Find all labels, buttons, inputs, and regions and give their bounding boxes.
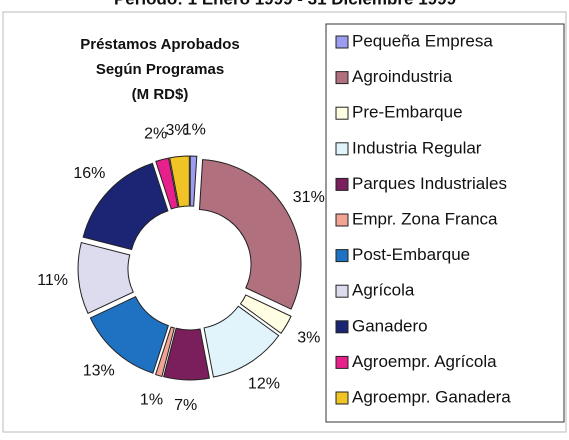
data-label: 11% <box>37 272 68 289</box>
donut-segment <box>198 159 302 310</box>
legend-swatch <box>335 213 349 227</box>
legend-swatch <box>335 106 349 120</box>
chart-title: Según Programas <box>96 61 224 78</box>
legend-swatch <box>335 142 349 156</box>
legend-box <box>325 23 565 423</box>
data-label: 12% <box>248 376 280 393</box>
donut-segment <box>163 327 211 381</box>
data-label: 31% <box>293 189 325 206</box>
legend-swatch <box>335 71 349 85</box>
donut-segment <box>189 155 198 207</box>
legend-label: Ganadero <box>352 316 428 335</box>
legend-label: Pre-Embarque <box>352 103 463 122</box>
header: Período: 1 Enero 1999 - 31 Diciembre 199… <box>114 0 456 8</box>
donut-segment <box>203 305 280 378</box>
data-label: 1% <box>140 392 163 409</box>
data-label: 2% <box>144 126 167 143</box>
legend-swatch <box>335 249 349 263</box>
chart-title: (M RD$) <box>132 86 189 103</box>
donut-segment <box>77 241 134 315</box>
legend-swatch <box>335 177 349 191</box>
legend-label: Agrícola <box>352 281 415 300</box>
legend-label: Agroindustria <box>352 67 453 86</box>
data-label: 7% <box>174 397 197 414</box>
donut-segment <box>154 326 175 378</box>
data-label: 1% <box>183 121 206 138</box>
legend-swatch <box>335 320 349 334</box>
legend-label: Agroempr. Ganadera <box>352 387 511 406</box>
legend-label: Industria Regular <box>352 138 482 157</box>
data-label: 3% <box>297 329 320 346</box>
data-label: 3% <box>165 122 188 139</box>
donut-segment <box>155 157 179 210</box>
data-label: 13% <box>83 363 115 380</box>
donut-segment <box>239 294 292 334</box>
donut-segment <box>169 155 190 208</box>
legend-swatch <box>335 355 349 369</box>
legend-label: Post-Embarque <box>352 245 470 264</box>
legend-label: Pequeña Empresa <box>352 31 493 50</box>
legend-label: Empr. Zona Franca <box>352 209 498 228</box>
legend-swatch <box>335 391 349 405</box>
donut-segment <box>89 296 170 374</box>
legend-label: Agroempr. Agrícola <box>352 352 497 371</box>
legend-swatch <box>335 35 349 49</box>
chart-title: Préstamos Aprobados <box>80 36 240 53</box>
legend-swatch <box>335 284 349 298</box>
legend-label: Parques Industriales <box>352 174 507 193</box>
donut-segment <box>82 162 169 251</box>
data-label: 16% <box>73 165 105 182</box>
